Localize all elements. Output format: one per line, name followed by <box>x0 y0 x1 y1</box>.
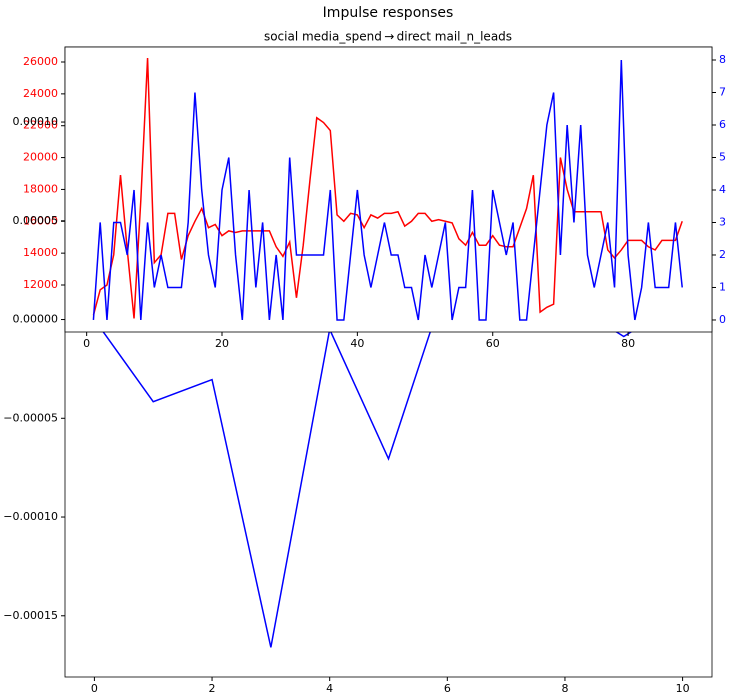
y2-tick-label: 1 <box>719 280 726 293</box>
y-tick-label: 0.00010 <box>13 115 59 128</box>
y-tick-label: 22000 <box>23 119 58 132</box>
x-tick-label: 10 <box>676 682 690 695</box>
y-tick-label: −0.00010 <box>3 510 58 523</box>
y-tick-label: 18000 <box>23 182 58 195</box>
data-line <box>92 57 683 319</box>
y-tick-label: 20000 <box>23 151 58 164</box>
x-tick-label: 4 <box>326 682 333 695</box>
y2-tick-label: 0 <box>719 313 726 326</box>
x-tick-label: 2 <box>209 682 216 695</box>
x-tick-label: 40 <box>350 337 364 350</box>
y-tick-label: 14000 <box>23 246 58 259</box>
y-tick-label: 12000 <box>23 278 58 291</box>
y2-tick-label: 3 <box>719 215 726 228</box>
y2-tick-label: 6 <box>719 118 726 131</box>
axes-title: social media_spend → direct mail_n_leads <box>264 30 512 44</box>
x-tick-label: 6 <box>444 682 451 695</box>
axes-background <box>65 47 712 332</box>
y-tick-label: 26000 <box>23 55 58 68</box>
y2-tick-label: 5 <box>719 150 726 163</box>
y-tick-label: 24000 <box>23 87 58 100</box>
x-tick-label: 0 <box>91 682 98 695</box>
data-line <box>92 59 683 321</box>
x-tick-label: 0 <box>83 337 90 350</box>
x-tick-label: 60 <box>486 337 500 350</box>
y-tick-label: 0.00000 <box>13 313 59 326</box>
x-tick-label: 8 <box>561 682 568 695</box>
figure-title: Impulse responses <box>323 5 454 21</box>
y-tick-label: −0.00005 <box>3 411 58 424</box>
y-tick-label: −0.00015 <box>3 609 58 622</box>
y-tick-label: 16000 <box>23 214 58 227</box>
x-tick-label: 20 <box>215 337 229 350</box>
y-tick-label: 0.00005 <box>13 214 59 227</box>
y2-tick-label: 7 <box>719 85 726 98</box>
x-tick-label: 80 <box>621 337 635 350</box>
y2-tick-label: 4 <box>719 183 726 196</box>
y2-tick-label: 2 <box>719 248 726 261</box>
y2-tick-label: 8 <box>719 53 726 66</box>
